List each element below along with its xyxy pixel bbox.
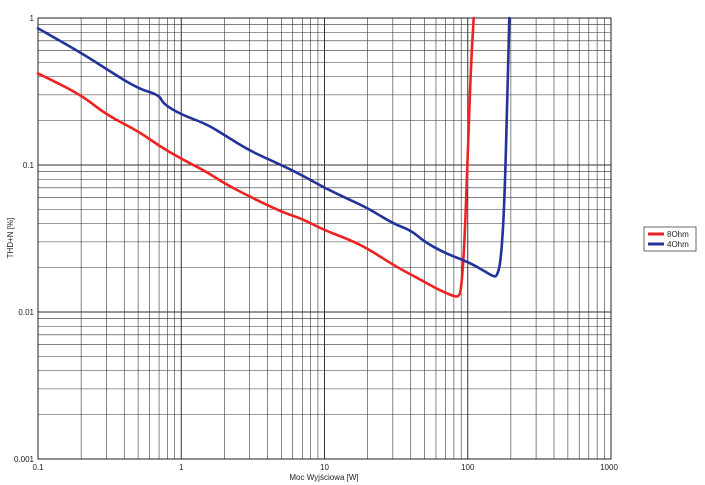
x-axis-label: Moc Wyjściowa [W] (289, 473, 358, 482)
legend: 8Ohm 4Ohm (643, 226, 697, 252)
series-line-4ohm (36, 16, 511, 278)
legend-label-8ohm: 8Ohm (667, 230, 689, 239)
legend-label-4ohm: 4Ohm (667, 240, 689, 249)
y-axis-label: THD+N [%] (6, 218, 15, 259)
series-line-8ohm (36, 16, 475, 298)
x-tick-label: 100 (461, 463, 475, 472)
y-tick-label: 0.01 (18, 308, 34, 317)
series-layer (36, 16, 511, 298)
plot-frame (37, 17, 612, 460)
legend-box (643, 226, 697, 252)
x-tick-label: 1000 (600, 463, 618, 472)
x-tick-label: 10 (320, 463, 329, 472)
x-tick-label: 1 (179, 463, 184, 472)
y-tick-labels: 1 0.1 0.01 0.001 (14, 14, 35, 464)
y-tick-label: 0.1 (23, 161, 35, 170)
plot-grid (37, 18, 611, 460)
x-tick-labels: 0.1 1 10 100 1000 (32, 463, 618, 472)
y-tick-label: 1 (30, 14, 35, 23)
x-tick-label: 0.1 (32, 463, 44, 472)
y-tick-label: 0.001 (14, 455, 35, 464)
